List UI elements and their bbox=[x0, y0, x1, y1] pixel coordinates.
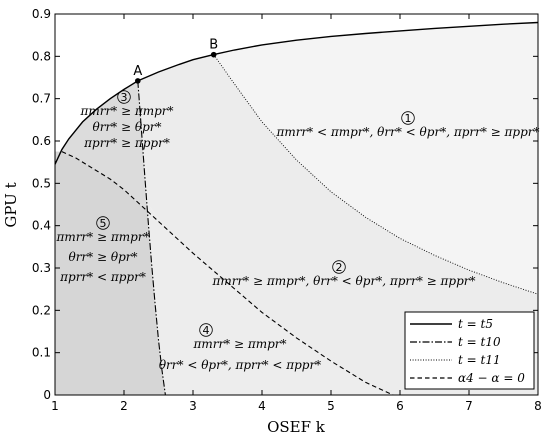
region-2-fill bbox=[137, 54, 539, 395]
region-4-fill bbox=[146, 202, 394, 395]
x-tick-label-7: 8 bbox=[534, 399, 542, 413]
legend-label-4: α4 − α = 0 bbox=[458, 371, 525, 385]
region-fills bbox=[55, 22, 539, 395]
y-tick-label-2: 0.2 bbox=[32, 303, 51, 317]
x-tick-label-0: 1 bbox=[51, 399, 59, 413]
region-5-condition-3: πprr* < πppr* bbox=[59, 270, 146, 284]
x-tick-label-6: 7 bbox=[465, 399, 473, 413]
y-axis-title: GPU t bbox=[2, 182, 20, 227]
y-tick-label-4: 0.4 bbox=[32, 219, 51, 233]
y-tick-label-0: 0 bbox=[43, 388, 51, 402]
x-tick-label-4: 5 bbox=[327, 399, 335, 413]
region-1-badge bbox=[401, 111, 415, 125]
region-3-number: 3 bbox=[121, 91, 128, 104]
region-4-condition-2: θrr* < θpr*, πprr* < πppr* bbox=[159, 358, 321, 372]
y-tick-label-1: 0.1 bbox=[32, 346, 51, 360]
region-1-fill bbox=[213, 22, 538, 295]
region-5-fill bbox=[55, 151, 166, 395]
y-tick-label-5: 0.5 bbox=[32, 176, 51, 190]
legend: t = t5 t = t10 t = t11 α4 − α = 0 bbox=[404, 311, 535, 390]
region-3-condition-1: πmrr* ≥ πmpr* bbox=[79, 104, 173, 118]
region-3-fill bbox=[55, 80, 147, 209]
y-tick-label-6: 0.6 bbox=[32, 134, 51, 148]
region-2-condition-1: πmrr* ≥ πmpr*, θrr* < θpr*, πprr* ≥ πppr… bbox=[211, 274, 475, 288]
region-4-badge bbox=[199, 323, 213, 337]
point-label-A: A bbox=[133, 64, 142, 79]
y-tick-label-8: 0.8 bbox=[32, 49, 51, 63]
x-tick-label-2: 3 bbox=[189, 399, 197, 413]
point-label-B: B bbox=[209, 38, 218, 53]
point-A bbox=[135, 78, 141, 84]
y-tick-label-9: 0.9 bbox=[32, 7, 51, 21]
y-tick-label-7: 0.7 bbox=[32, 92, 51, 106]
series-lines bbox=[54, 21, 539, 396]
x-tick-label-5: 6 bbox=[396, 399, 404, 413]
region-5-number: 5 bbox=[100, 217, 107, 230]
legend-label-2: t = t10 bbox=[458, 335, 501, 349]
region-5-condition-1: πmrr* ≥ πmpr* bbox=[55, 230, 149, 244]
region-3-badge bbox=[117, 90, 131, 104]
region-4-condition-1: πmrr* ≥ πmpr* bbox=[192, 337, 286, 351]
x-axis-title: OSEF k bbox=[267, 418, 326, 436]
region-2-badge bbox=[332, 260, 346, 274]
region-5-condition-2: θrr* ≥ θpr* bbox=[68, 250, 137, 264]
region-1-number: 1 bbox=[405, 112, 412, 125]
x-tick-label-3: 4 bbox=[258, 399, 266, 413]
series-line-3 bbox=[213, 54, 539, 295]
region-5-badge bbox=[96, 216, 110, 230]
x-tick-label-1: 2 bbox=[120, 399, 128, 413]
region-4-number: 4 bbox=[203, 324, 210, 337]
legend-box bbox=[404, 311, 535, 390]
marked-points: AB bbox=[133, 38, 218, 84]
region-3-condition-3: πprr* ≥ πppr* bbox=[83, 136, 170, 150]
region-3-condition-2: θrr* ≥ θpr* bbox=[92, 120, 161, 134]
y-tick-label-3: 0.3 bbox=[32, 261, 51, 275]
legend-label-1: t = t5 bbox=[458, 317, 493, 331]
point-B bbox=[210, 51, 217, 58]
legend-label-3: t = t11 bbox=[458, 353, 501, 367]
plot-frame bbox=[54, 13, 539, 396]
region-2-number: 2 bbox=[336, 261, 343, 274]
axis-ticks: 1 2 3 4 5 6 7 8 0 0.1 0.2 0.3 0.4 0.5 0.6 0.7 0.8 0.9 bbox=[32, 7, 542, 413]
series-line-2 bbox=[137, 80, 166, 396]
region-1-condition-1: πmrr* < πmpr*, θrr* < θpr*, πprr* ≥ πppr… bbox=[275, 125, 539, 139]
series-line-1 bbox=[54, 21, 539, 165]
